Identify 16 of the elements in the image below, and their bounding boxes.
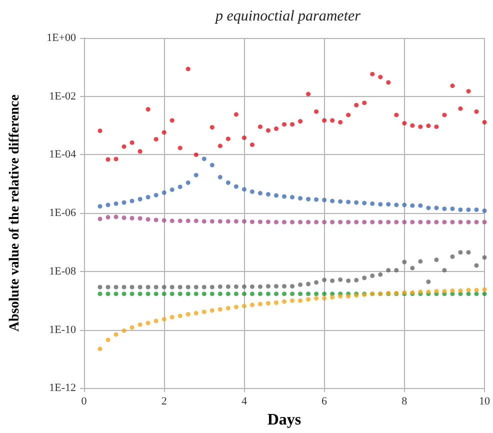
x-axis-title: Days	[267, 412, 302, 428]
x-tick-label: 0	[81, 396, 88, 408]
y-tick-label: 1E-10	[49, 324, 76, 336]
y-tick-label: 1E-04	[49, 148, 76, 161]
x-tick-label: 10	[479, 396, 490, 408]
x-tick-label: 8	[402, 396, 408, 408]
x-tick-label: 4	[241, 396, 248, 408]
y-tick-label: 1E-12	[49, 382, 76, 394]
y-axis-title: Absolute value of the relative difference	[8, 94, 22, 332]
y-tick-label: 1E-02	[49, 90, 76, 102]
x-tick-label: 2	[161, 396, 167, 408]
chart-title: p equinoctial parameter	[214, 8, 361, 24]
y-tick-label: 1E-06	[49, 207, 76, 220]
y-tick-label: 1E-08	[49, 265, 76, 278]
y-tick-label: 1E+00	[46, 32, 76, 44]
x-tick-label: 6	[322, 396, 328, 408]
